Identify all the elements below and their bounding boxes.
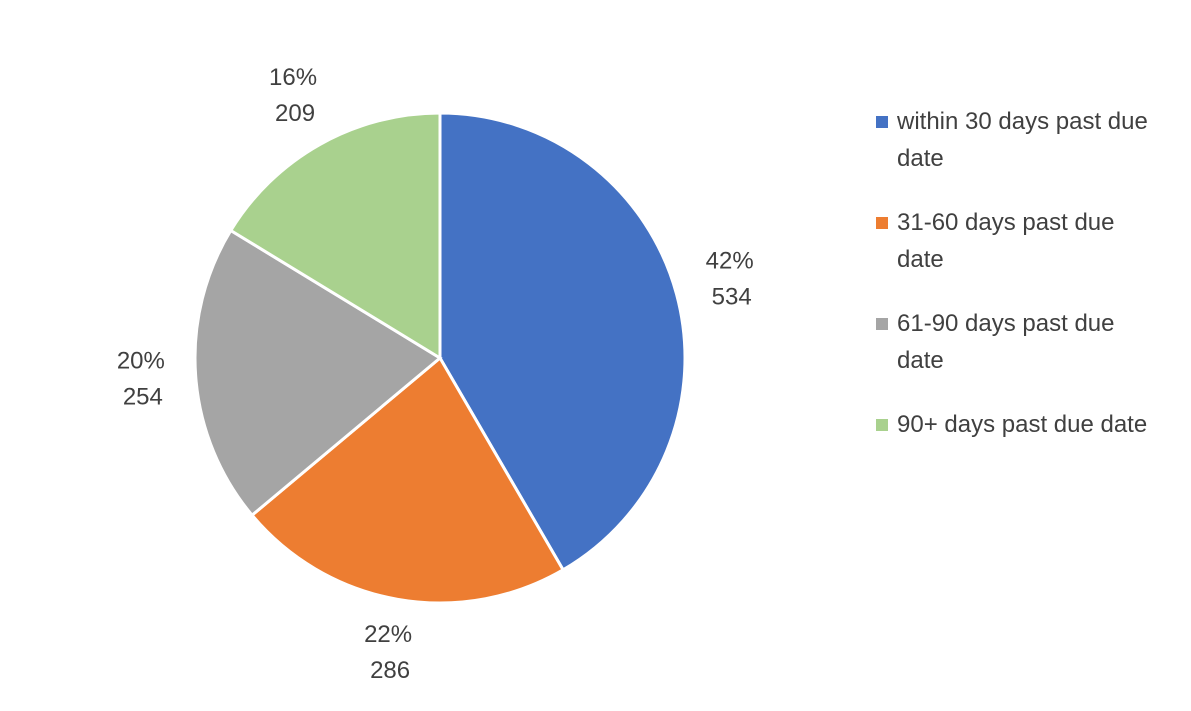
- legend-swatch: [876, 116, 888, 128]
- legend-item: 31-60 days past due date: [876, 204, 1166, 278]
- pie-slice: [193, 228, 443, 518]
- value-label: 286: [370, 657, 410, 684]
- percent-label: 20%: [117, 348, 165, 375]
- percent-label: 42%: [706, 247, 754, 274]
- legend-label: within 30 days past due date: [897, 108, 1148, 172]
- legend-label: 90+ days past due date: [897, 411, 1148, 438]
- legend-item: within 30 days past due date: [876, 103, 1166, 177]
- value-label: 209: [275, 100, 315, 127]
- percent-label: 16%: [269, 64, 317, 91]
- legend-item: 90+ days past due date: [876, 406, 1166, 443]
- legend-swatch: [876, 419, 888, 431]
- percent-label: 22%: [364, 621, 412, 648]
- legend-label: 31-60 days past due date: [897, 209, 1115, 273]
- legend-swatch: [876, 318, 888, 330]
- legend-swatch: [876, 217, 888, 229]
- pie-slice: [249, 355, 566, 605]
- pie-slice: [228, 111, 442, 361]
- pie-slice: [438, 111, 687, 572]
- legend-item: 61-90 days past due date: [876, 305, 1166, 379]
- value-label: 534: [712, 283, 752, 310]
- legend: within 30 days past due date 31-60 days p…: [876, 103, 1166, 470]
- legend-label: 61-90 days past due date: [897, 310, 1115, 374]
- value-label: 254: [123, 384, 163, 411]
